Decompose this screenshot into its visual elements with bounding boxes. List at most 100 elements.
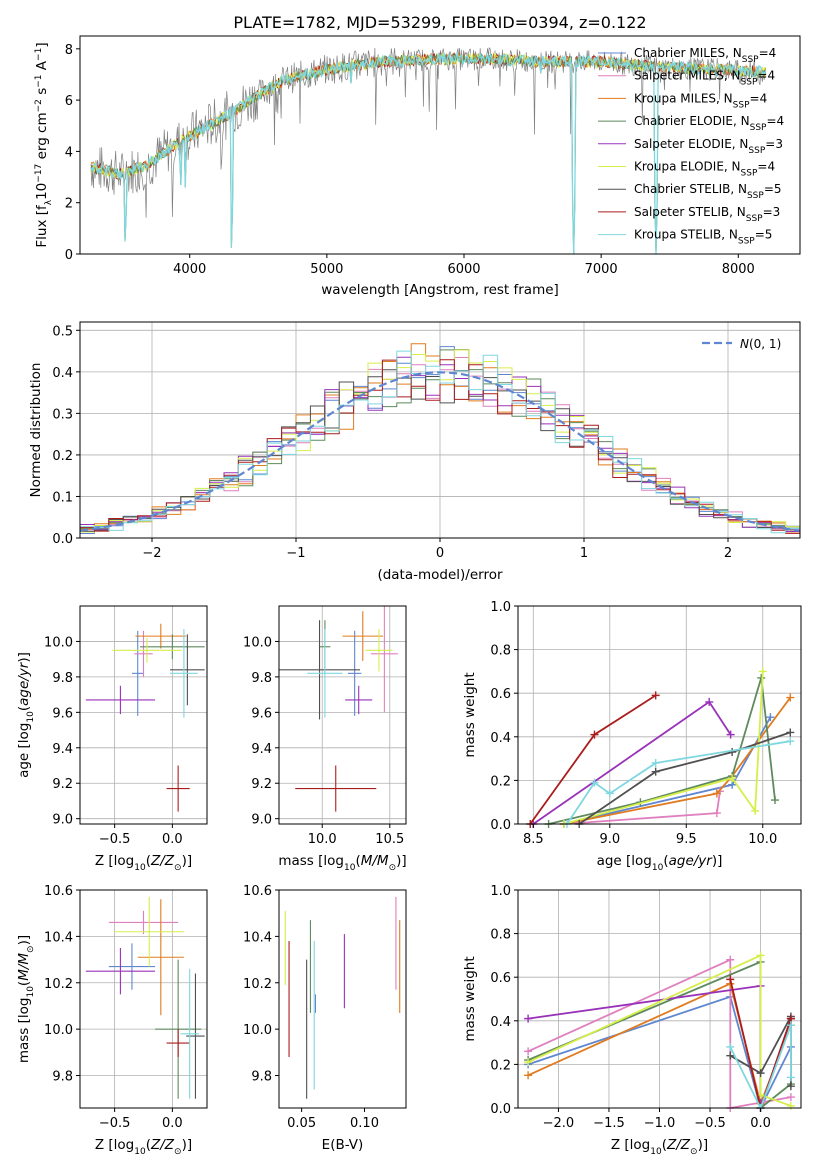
mass-Z-ytick-label: 10.6 (44, 884, 73, 899)
mass-ebv-ytick-label: 10.2 (243, 977, 272, 992)
mw-Z-xtick-label: −2.0 (543, 1116, 575, 1131)
spectrum-ytick-label: 0 (65, 248, 73, 263)
residuals-xtick-label: 2 (724, 546, 732, 561)
legend-entry-8: Kroupa STELIB, NSSP=5 (634, 228, 772, 247)
residuals-ytick-label: 0.0 (52, 532, 73, 547)
mw-Z-xtick-label: 0.0 (750, 1116, 771, 1131)
mw-age-marker (751, 806, 760, 815)
mw-age-frame (517, 605, 802, 825)
age-mass-ytick-label: 9.4 (251, 742, 272, 757)
spectrum-frame (79, 35, 801, 255)
mw-Z-marker (756, 1069, 765, 1078)
residuals-ytick-label: 0.4 (52, 366, 73, 381)
age-Z-ytick-label: 9.2 (52, 777, 73, 792)
residuals-xtick-label: 1 (580, 546, 588, 561)
mw-age-marker (786, 728, 795, 737)
spectrum-title: PLATE=1782, MJD=53299, FIBERID=0394, z=0… (233, 13, 646, 32)
mw-Z-ytick-label: 1.0 (490, 884, 511, 899)
mass-Z-ytick-label: 10.2 (44, 977, 73, 992)
mw-Z-marker (726, 1042, 735, 1051)
mw-Z-marker (756, 951, 765, 960)
spectrum-ytick-label: 8 (65, 43, 73, 58)
mw-age-marker (766, 713, 775, 722)
spectrum-ylabel: Flux [fλ10−17 erg cm−2 s−1 A−1] (34, 42, 54, 247)
mw-age-marker (758, 667, 767, 676)
mw-Z-xtick-label: −1.5 (593, 1116, 625, 1131)
mw-Z-ytick-label: 0.4 (490, 1015, 511, 1030)
mw-age-marker (712, 809, 721, 818)
mw-Z-panel: −2.0 −1.5 −1.0 −0.5 0.0 0.0 0.2 0.4 0.6 0.8 1.0 (490, 884, 802, 1131)
mw-Z-marker (524, 1071, 533, 1080)
legend-entry-0: Chabrier MILES, NSSP=4 (634, 46, 776, 65)
age-mass-xtick-label: 10.5 (375, 832, 404, 847)
mass-Z-xtick-label: 0.0 (162, 1116, 183, 1131)
age-Z-ytick-label: 9.8 (52, 671, 73, 686)
spectrum-panel: 4000 5000 6000 7000 8000 0 2 4 6 8 (65, 35, 801, 277)
mw-Z-line-salpeter-stelib (729, 979, 792, 1108)
age-Z-ytick-label: 9.6 (52, 706, 73, 721)
mass-ebv-ytick-label: 10.6 (243, 884, 272, 899)
mw-age-panel: 8.5 9.0 9.5 10.0 0.0 0.2 0.4 0.6 0.8 1.0 (490, 600, 802, 847)
mw-age-line-kroupa-miles (563, 697, 792, 824)
mass-Z-ylabel: mass [log10(M/M⊙)] (16, 935, 36, 1063)
mw-age-marker (726, 730, 735, 739)
mass-Z-ytick-label: 9.8 (52, 1070, 73, 1085)
legend-entry-5: Kroupa ELODIE, NSSP=4 (634, 160, 775, 179)
age-mass-ytick-label: 9.6 (251, 706, 272, 721)
spectrum-ytick-label: 2 (65, 197, 73, 212)
mw-Z-marker (786, 1021, 795, 1030)
mw-Z-ytick-label: 0.0 (490, 1102, 511, 1117)
mass-Z-panel: −0.5 0.0 9.8 10.0 10.2 10.4 10.6 (44, 884, 208, 1131)
residuals-ylabel: Normed distribution (28, 363, 44, 498)
mw-Z-ylabel: mass weight (462, 956, 478, 1041)
mw-age-marker (728, 748, 737, 757)
mw-Z-marker (786, 1101, 795, 1110)
mw-age-marker (651, 758, 660, 767)
mw-Z-xtick-label: −1.0 (644, 1116, 676, 1131)
spectrum-xtick-label: 6000 (447, 262, 480, 277)
mw-age-xlabel: age [log10(age/yr)] (597, 853, 723, 873)
age-Z-frame (79, 605, 208, 825)
mw-Z-ytick-label: 0.2 (490, 1058, 511, 1073)
mass-Z-ytick-label: 10.4 (44, 930, 73, 945)
mw-age-marker (786, 693, 795, 702)
mw-age-ytick-label: 0.4 (490, 731, 511, 746)
mass-ebv-panel: 0.05 0.10 9.8 10.0 10.2 10.4 10.6 (243, 884, 407, 1131)
mw-age-ylabel: mass weight (462, 672, 478, 757)
spectrum-xtick-label: 8000 (722, 262, 755, 277)
mass-ebv-frame (278, 889, 407, 1109)
age-Z-ytick-label: 10.0 (44, 635, 73, 650)
mw-Z-marker (786, 1093, 795, 1102)
mw-age-marker (705, 697, 714, 706)
age-Z-xtick-label: −0.5 (99, 832, 131, 847)
spectrum-xtick-label: 7000 (585, 262, 618, 277)
mw-age-line-chabrier-stelib (578, 731, 791, 824)
legend-entry-2: Kroupa MILES, NSSP=4 (634, 91, 767, 110)
age-mass-ytick-label: 9.2 (251, 777, 272, 792)
spectrum-xlabel: wavelength [Angstrom, rest frame] (321, 282, 559, 298)
mw-Z-xlabel: Z [log10(Z/Z⊙)] (611, 1137, 708, 1157)
mw-age-ytick-label: 0.2 (490, 774, 511, 789)
mw-Z-marker (726, 975, 735, 984)
mw-age-marker (728, 774, 737, 783)
mass-ebv-xtick-label: 0.05 (287, 1116, 316, 1131)
age-mass-panel: 10.0 10.5 9.0 9.2 9.4 9.6 9.8 10.0 (243, 605, 407, 847)
spectrum-xtick-label: 4000 (173, 262, 206, 277)
mw-age-ytick-label: 1.0 (490, 600, 511, 615)
age-Z-panel: −0.5 0.0 9.0 9.2 9.4 9.6 9.8 10.0 (44, 605, 208, 847)
mw-age-ytick-label: 0.8 (490, 644, 511, 659)
mass-Z-ytick-label: 10.0 (44, 1023, 73, 1038)
mw-Z-ytick-label: 0.6 (490, 971, 511, 986)
age-mass-ytick-label: 10.0 (243, 635, 272, 650)
mw-age-ytick-label: 0.0 (490, 818, 511, 833)
mass-Z-frame (79, 889, 208, 1109)
mw-age-xtick-label: 9.5 (676, 832, 697, 847)
mw-age-line-kroupa-elodie (563, 671, 764, 824)
age-mass-frame (278, 605, 407, 825)
legend-entry-6: Chabrier STELIB, NSSP=5 (634, 182, 782, 201)
mass-ebv-xlabel: E(B-V) (322, 1137, 364, 1153)
mw-age-marker (590, 778, 599, 787)
mw-age-marker (786, 737, 795, 746)
mass-ebv-xtick-label: 0.10 (350, 1116, 379, 1131)
spectrum-ytick-label: 6 (65, 94, 73, 109)
